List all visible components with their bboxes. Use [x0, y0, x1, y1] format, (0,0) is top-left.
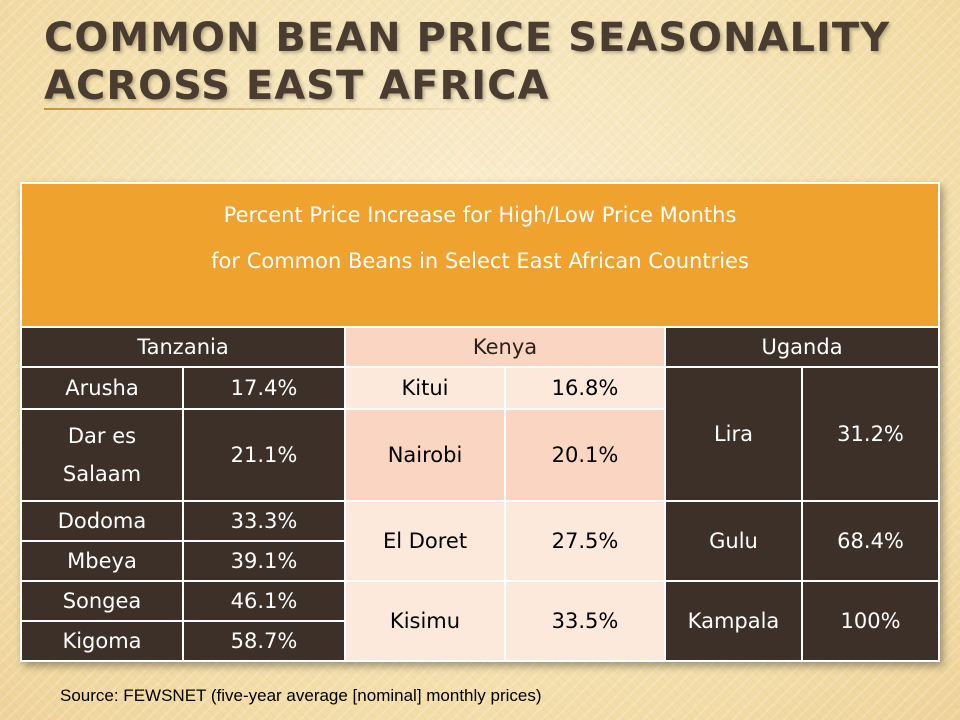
table-row: Arusha 17.4% Kitui 16.8% Lira 31.2% — [20, 366, 941, 502]
table-row: Kigoma 58.7% — [20, 620, 939, 662]
country-tanzania: Tanzania — [20, 326, 346, 368]
tz-value: 58.7% — [182, 620, 346, 662]
country-row: Tanzania Kenya Uganda — [20, 326, 941, 368]
ke-city: Kitui — [344, 366, 506, 410]
country-uganda: Uganda — [663, 326, 941, 368]
table-header-line2: for Common Beans in Select East African … — [211, 249, 749, 273]
tz-value: 21.1% — [182, 408, 346, 502]
ke-value: 16.8% — [504, 366, 666, 410]
price-table: Percent Price Increase for High/Low Pric… — [19, 182, 941, 662]
table-header-line1: Percent Price Increase for High/Low Pric… — [223, 203, 737, 227]
ug-value: 68.4% — [800, 500, 941, 582]
tz-value: 39.1% — [182, 540, 346, 582]
ug-city: Gulu — [664, 500, 803, 582]
tz-city: Mbeya — [20, 540, 184, 582]
ug-city: Lira — [664, 366, 803, 502]
ug-value: 31.2% — [800, 366, 941, 502]
ug-city: Kampala — [664, 580, 803, 662]
ke-city: El Doret — [344, 500, 506, 582]
page-title: Common Bean Price Seasonality Across Eas… — [44, 15, 891, 109]
tz-city: Kigoma — [20, 620, 184, 662]
ke-value: 20.1% — [504, 408, 666, 502]
tz-city: Arusha — [20, 366, 184, 410]
table-row: Songea 46.1% Kisimu 33.5% Kampala 100% — [20, 580, 941, 662]
country-kenya: Kenya — [344, 326, 666, 368]
tz-city-line1: Dar es — [67, 424, 137, 448]
tz-city: Songea — [20, 580, 184, 622]
tz-value: 46.1% — [182, 580, 346, 622]
title-underline — [44, 108, 504, 110]
tz-city: Dodoma — [20, 500, 184, 542]
table-header: Percent Price Increase for High/Low Pric… — [19, 182, 941, 328]
table-row: Dodoma 33.3% El Doret 27.5% Gulu 68.4% — [20, 500, 941, 582]
ke-city: Nairobi — [344, 408, 506, 502]
tz-city: Dar es Salaam — [20, 408, 184, 502]
ke-value: 27.5% — [504, 500, 666, 582]
table-row: Mbeya 39.1% — [20, 540, 939, 582]
tz-city-line2: Salaam — [62, 462, 142, 486]
ug-value: 100% — [800, 580, 941, 662]
table-header-row: Percent Price Increase for High/Low Pric… — [19, 182, 941, 328]
source-note: Source: FEWSNET (five-year average [nomi… — [60, 686, 542, 705]
ke-value: 33.5% — [504, 580, 666, 662]
tz-value: 33.3% — [182, 500, 346, 542]
tz-value: 17.4% — [182, 366, 346, 410]
table-row: Dar es Salaam 21.1% Nairobi 20.1% — [20, 408, 939, 502]
ke-city: Kisimu — [344, 580, 506, 662]
